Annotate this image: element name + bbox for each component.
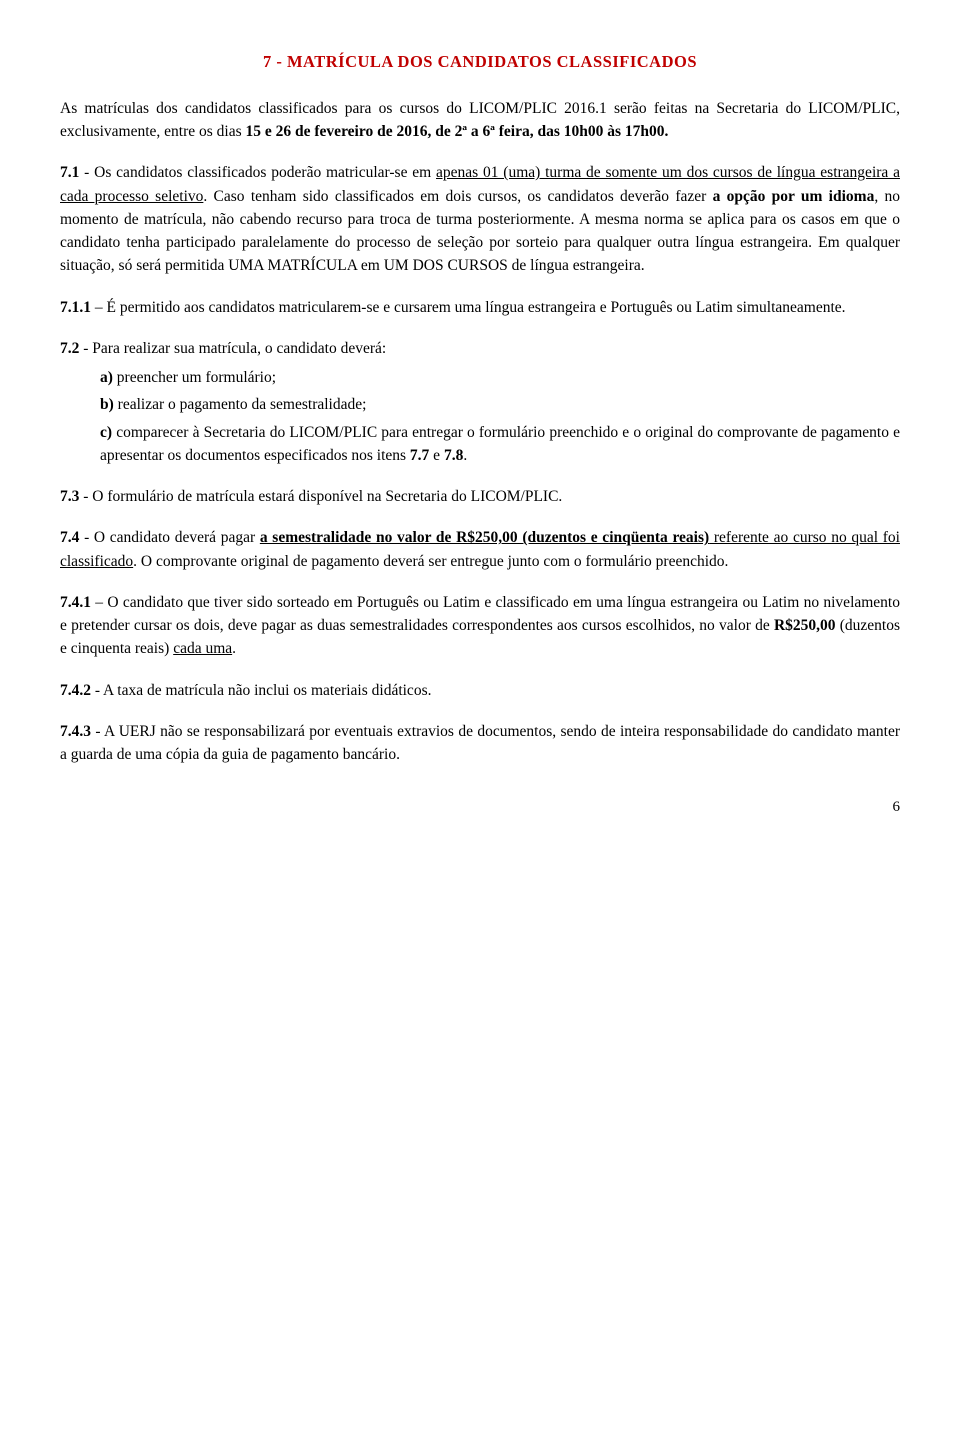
text-bold: 15 e 26 de fevereiro de 2016, de 2ª a 6ª… — [246, 123, 669, 140]
paragraph-7-4-2: 7.4.2 - A taxa de matrícula não inclui o… — [60, 679, 900, 702]
text: - O candidato deverá pagar — [79, 529, 259, 546]
text: comparecer à Secretaria do LICOM/PLIC pa… — [100, 424, 900, 464]
text: e — [429, 447, 444, 464]
item-number: 7.4 — [60, 529, 79, 546]
paragraph-7-2: 7.2 - Para realizar sua matrícula, o can… — [60, 337, 900, 360]
paragraph-7-1: 7.1 - Os candidatos classificados poderã… — [60, 161, 900, 277]
text: realizar o pagamento da semestralidade; — [118, 396, 367, 413]
item-number: 7.4.2 — [60, 682, 91, 699]
text-bold: 7.7 — [410, 447, 429, 464]
text: . — [463, 447, 467, 464]
paragraph-7-4-1: 7.4.1 – O candidato que tiver sido sorte… — [60, 591, 900, 661]
section-title: 7 - MATRÍCULA DOS CANDIDATOS CLASSIFICAD… — [60, 50, 900, 75]
text-bold: R$250,00 — [774, 617, 836, 634]
list-item-a: a) preencher um formulário; — [60, 366, 900, 389]
text: . O comprovante original de pagamento de… — [133, 553, 728, 570]
item-number: 7.1.1 — [60, 299, 91, 316]
item-label: a) — [100, 369, 117, 386]
item-number: 7.1 — [60, 164, 79, 181]
item-number: 7.4.3 — [60, 723, 91, 740]
text-bold-underline: a semestralidade no valor de R$250,00 (d… — [260, 529, 709, 546]
page-number: 6 — [60, 796, 900, 819]
text: . Caso tenham sido classificados em dois… — [203, 188, 712, 205]
text: – É permitido aos candidatos matriculare… — [91, 299, 846, 316]
text: preencher um formulário; — [117, 369, 276, 386]
text: . — [232, 640, 236, 657]
item-label: b) — [100, 396, 118, 413]
text: - Os candidatos classificados poderão ma… — [79, 164, 436, 181]
text-bold: 7.8 — [444, 447, 463, 464]
text: - A UERJ não se responsabilizará por eve… — [60, 723, 900, 763]
list-item-b: b) realizar o pagamento da semestralidad… — [60, 393, 900, 416]
text: - Para realizar sua matrícula, o candida… — [79, 340, 386, 357]
paragraph-intro: As matrículas dos candidatos classificad… — [60, 97, 900, 144]
text-bold: a opção por um idioma — [713, 188, 875, 205]
paragraph-7-3: 7.3 - O formulário de matrícula estará d… — [60, 485, 900, 508]
item-number: 7.3 — [60, 488, 79, 505]
text: - A taxa de matrícula não inclui os mate… — [91, 682, 431, 699]
text-underline: cada uma — [173, 640, 232, 657]
list-item-c: c) comparecer à Secretaria do LICOM/PLIC… — [60, 421, 900, 468]
item-number: 7.2 — [60, 340, 79, 357]
paragraph-7-4: 7.4 - O candidato deverá pagar a semestr… — [60, 526, 900, 573]
item-label: c) — [100, 424, 116, 441]
paragraph-7-1-1: 7.1.1 – É permitido aos candidatos matri… — [60, 296, 900, 319]
text: - O formulário de matrícula estará dispo… — [79, 488, 562, 505]
item-number: 7.4.1 — [60, 594, 91, 611]
paragraph-7-4-3: 7.4.3 - A UERJ não se responsabilizará p… — [60, 720, 900, 767]
